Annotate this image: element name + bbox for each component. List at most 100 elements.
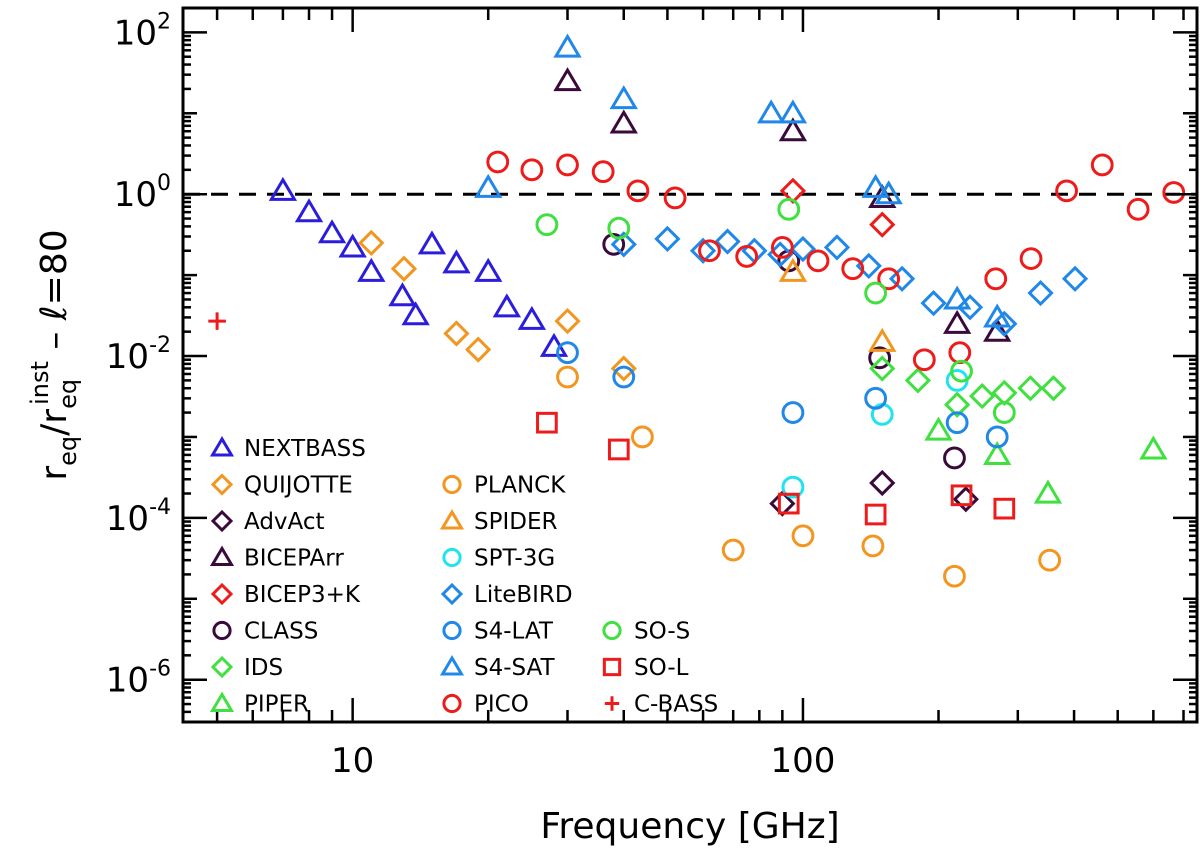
legend-item-spider: SPIDER bbox=[439, 509, 557, 535]
data-point-biceparr bbox=[609, 109, 638, 134]
data-point-ids bbox=[1017, 375, 1044, 402]
data-point-s4-lat bbox=[864, 386, 888, 410]
data-point-so-s bbox=[950, 359, 973, 383]
data-point-planck bbox=[1038, 548, 1062, 572]
data-point-planck bbox=[631, 425, 654, 449]
series-class bbox=[602, 232, 966, 470]
data-point-litebird bbox=[654, 225, 681, 253]
legend-label: NEXTBASS bbox=[244, 436, 366, 462]
legend-label: LiteBIRD bbox=[474, 582, 573, 608]
data-point-s4-sat bbox=[983, 303, 1012, 328]
data-point-spt-3g bbox=[781, 475, 805, 499]
legend-label: BICEP3+K bbox=[244, 582, 361, 608]
legend-label: SPIDER bbox=[474, 509, 557, 535]
data-point-pico bbox=[486, 150, 510, 174]
legend-item-spt-3g: SPT-3G bbox=[442, 546, 555, 572]
y-tick-label: 10-2 bbox=[106, 333, 171, 377]
data-point-quijotte bbox=[610, 355, 637, 382]
data-point-s4-sat bbox=[861, 173, 890, 198]
series-pico bbox=[486, 150, 1186, 372]
legend-item-pico: PICO bbox=[442, 692, 529, 718]
data-point-c-bass bbox=[208, 312, 226, 330]
data-point-pico bbox=[912, 348, 936, 372]
y-tick-label: 100 bbox=[114, 171, 171, 215]
data-point-s4-sat bbox=[756, 99, 786, 124]
data-point-so-l bbox=[864, 503, 887, 526]
legend-label: AdvAct bbox=[244, 509, 325, 535]
data-point-ids bbox=[969, 382, 996, 410]
data-point-pico bbox=[984, 267, 1008, 291]
legend-item-s4-sat: S4-SAT bbox=[439, 655, 556, 681]
data-point-s4-sat bbox=[874, 180, 903, 205]
data-point-ids bbox=[1040, 375, 1067, 402]
data-point-biceparr bbox=[778, 117, 808, 142]
legend-label: C-BASS bbox=[634, 692, 718, 718]
legend-label: SO-S bbox=[634, 619, 690, 645]
data-point-s4-lat bbox=[985, 425, 1009, 449]
legend-item-litebird: LiteBIRD bbox=[440, 582, 573, 608]
data-point-quijotte bbox=[358, 229, 385, 257]
data-point-s4-lat bbox=[945, 411, 969, 435]
series-s4-sat bbox=[474, 33, 1012, 328]
data-point-quijotte bbox=[443, 320, 470, 347]
data-point-pico bbox=[591, 160, 615, 184]
data-point-litebird bbox=[991, 310, 1018, 337]
legend-marker-biceparr bbox=[209, 545, 235, 567]
legend-item-piper: PIPER bbox=[209, 691, 309, 718]
data-point-so-s bbox=[777, 197, 801, 221]
legend-item-s4-lat: S4-LAT bbox=[442, 619, 554, 645]
data-point-nextbass bbox=[294, 198, 324, 223]
legend-label: SO-L bbox=[634, 655, 689, 681]
legend-label: S4-SAT bbox=[474, 655, 556, 681]
data-point-litebird bbox=[920, 290, 947, 317]
legend-marker-spt-3g bbox=[442, 547, 462, 568]
data-point-so-s bbox=[535, 213, 559, 237]
legend-label: QUIJOTTE bbox=[244, 473, 353, 499]
data-point-pico bbox=[698, 239, 721, 263]
data-point-class bbox=[943, 446, 966, 470]
data-point-litebird bbox=[1061, 265, 1089, 292]
data-point-nextbass bbox=[388, 282, 417, 307]
data-point-pico bbox=[520, 158, 544, 182]
data-point-so-l bbox=[777, 492, 800, 515]
series-planck bbox=[556, 365, 1062, 588]
legend-marker-spider bbox=[439, 509, 465, 530]
legend-item-ids: IDS bbox=[210, 655, 283, 681]
y-tick-label: 10-4 bbox=[106, 495, 171, 539]
data-point-piper bbox=[983, 440, 1012, 465]
data-point-litebird bbox=[610, 231, 637, 258]
legend-item-bicep3-k: BICEP3+K bbox=[210, 582, 361, 608]
x-tick-label: 10 bbox=[331, 741, 374, 781]
data-point-s4-sat bbox=[942, 285, 972, 310]
data-point-litebird bbox=[789, 235, 817, 263]
legend-item-so-s: SO-S bbox=[602, 619, 690, 645]
legend-item-biceparr: BICEPArr bbox=[209, 545, 344, 572]
data-point-s4-lat bbox=[612, 365, 636, 389]
legend-marker-piper bbox=[209, 691, 235, 713]
data-point-litebird bbox=[689, 237, 717, 264]
data-point-quijotte bbox=[465, 336, 492, 363]
data-point-planck bbox=[943, 564, 966, 588]
data-point-litebird bbox=[1027, 279, 1054, 307]
series-nextbass bbox=[268, 176, 569, 357]
data-point-nextbass bbox=[317, 219, 347, 244]
data-point-pico bbox=[556, 153, 579, 177]
legend-label: CLASS bbox=[244, 619, 318, 645]
data-point-planck bbox=[861, 534, 885, 558]
data-point-litebird bbox=[714, 228, 741, 255]
data-point-pico bbox=[1162, 181, 1186, 204]
y-axis-label: req/reqinst – ℓ=80 bbox=[26, 229, 82, 480]
data-point-s4-sat bbox=[553, 33, 582, 58]
legend-item-c-bass: C-BASS bbox=[604, 692, 718, 718]
data-point-pico bbox=[770, 236, 794, 259]
legend-marker-nextbass bbox=[209, 436, 235, 457]
series-so-s bbox=[535, 197, 1016, 424]
data-point-nextbass bbox=[517, 305, 547, 330]
legend-item-planck: PLANCK bbox=[442, 473, 566, 499]
data-point-piper bbox=[924, 416, 953, 441]
data-point-ids bbox=[991, 379, 1018, 407]
legend-marker-pico bbox=[442, 693, 462, 714]
data-point-pico bbox=[1019, 247, 1043, 270]
data-point-ids bbox=[869, 355, 896, 382]
y-tick-label: 10-6 bbox=[106, 657, 171, 701]
